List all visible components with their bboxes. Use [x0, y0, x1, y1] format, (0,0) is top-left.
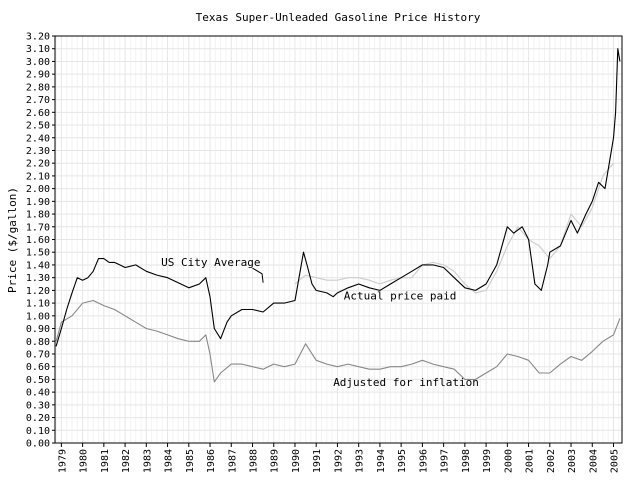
y-tick-label: 2.40: [26, 133, 50, 144]
series-group: [55, 48, 621, 383]
x-tick-label: 1980: [79, 449, 90, 473]
x-tick-label: 1987: [227, 449, 238, 473]
y-tick-label: 0.50: [26, 375, 50, 386]
x-tick-label: 2004: [588, 449, 599, 473]
x-tick-label: 1994: [376, 449, 387, 473]
y-tick-label: 2.70: [26, 95, 50, 106]
y-tick-label: 2.60: [26, 108, 50, 119]
annotation-leader-line: [252, 267, 264, 283]
y-tick-label: 1.60: [26, 235, 50, 246]
y-tick-label: 0.40: [26, 388, 50, 399]
y-tick-label: 1.90: [26, 197, 50, 208]
series-line-actual-price-paid: [55, 48, 621, 347]
x-tick-label: 2001: [525, 449, 536, 473]
y-tick-label: 0.60: [26, 362, 50, 373]
x-tick-label: 1983: [142, 449, 153, 473]
annotation-us-city-average: US City Average: [161, 256, 260, 269]
annotations: US City Average Actual price paid Adjusted…: [161, 256, 479, 389]
y-tick-label: 2.50: [26, 121, 50, 132]
y-tick-label: 1.80: [26, 210, 50, 221]
x-tick-label: 1981: [100, 449, 111, 473]
y-tick-label: 1.40: [26, 260, 50, 271]
x-tick-label: 1986: [206, 449, 217, 473]
x-tick-label: 1982: [121, 449, 132, 473]
y-tick-label: 1.50: [26, 248, 50, 259]
series-line-adjusted-for-inflation: [55, 299, 621, 383]
x-tick-label: 1991: [312, 449, 323, 473]
x-tick-label: 1988: [248, 449, 259, 473]
y-tick-label: 0.00: [26, 439, 50, 450]
y-tick-label: 2.80: [26, 82, 50, 93]
x-tick-label: 1990: [291, 449, 302, 473]
y-tick-label: 0.90: [26, 324, 50, 335]
y-tick-label: 1.20: [26, 286, 50, 297]
annotation-adjusted-for-inflation: Adjusted for inflation: [333, 376, 479, 389]
y-tick-label: 0.80: [26, 337, 50, 348]
x-tick-label: 2003: [567, 449, 578, 473]
y-tick-label: 3.20: [26, 32, 50, 43]
x-tick-label: 1989: [270, 449, 281, 473]
y-tick-label: 2.10: [26, 171, 50, 182]
x-tick-label: 1979: [57, 449, 68, 473]
y-tick-label: 1.70: [26, 222, 50, 233]
y-tick-label: 1.10: [26, 299, 50, 310]
x-tick-label: 1985: [185, 449, 196, 473]
x-tick-label: 1999: [482, 449, 493, 473]
y-tick-label: 1.00: [26, 311, 50, 322]
x-tick-label: 1995: [397, 449, 408, 473]
y-tick-label: 1.30: [26, 273, 50, 284]
y-tick-label: 2.00: [26, 184, 50, 195]
x-tick-label: 2000: [503, 449, 514, 473]
y-tick-label: 3.10: [26, 44, 50, 55]
y-tick-label: 0.10: [26, 426, 50, 437]
x-tick-label: 2002: [546, 449, 557, 473]
axes: 0.00 0.10 0.20 0.300.40 0.50 0.60 0.700.80 0.90…: [26, 32, 623, 473]
x-tick-label: 1997: [440, 449, 451, 473]
y-tick-label: 2.90: [26, 70, 50, 81]
x-tick-label: 2005: [610, 449, 621, 473]
y-tick-label: 0.70: [26, 349, 50, 360]
y-tick-label: 3.00: [26, 57, 50, 68]
chart-title: Texas Super-Unleaded Gasoline Price Hist…: [196, 11, 481, 24]
y-tick-label: 2.30: [26, 146, 50, 157]
x-tick-label: 1996: [418, 449, 429, 473]
x-tick-label: 1998: [461, 449, 472, 473]
y-tick-label: 0.20: [26, 413, 50, 424]
x-tick-label: 1984: [164, 449, 175, 473]
annotation-actual-price-paid: Actual price paid: [344, 289, 457, 302]
x-tick-label: 1993: [355, 449, 366, 473]
y-axis-title: Price ($/gallon): [6, 187, 19, 293]
y-tick-label: 0.30: [26, 400, 50, 411]
x-tick-label: 1992: [333, 449, 344, 473]
y-tick-label: 2.20: [26, 159, 50, 170]
